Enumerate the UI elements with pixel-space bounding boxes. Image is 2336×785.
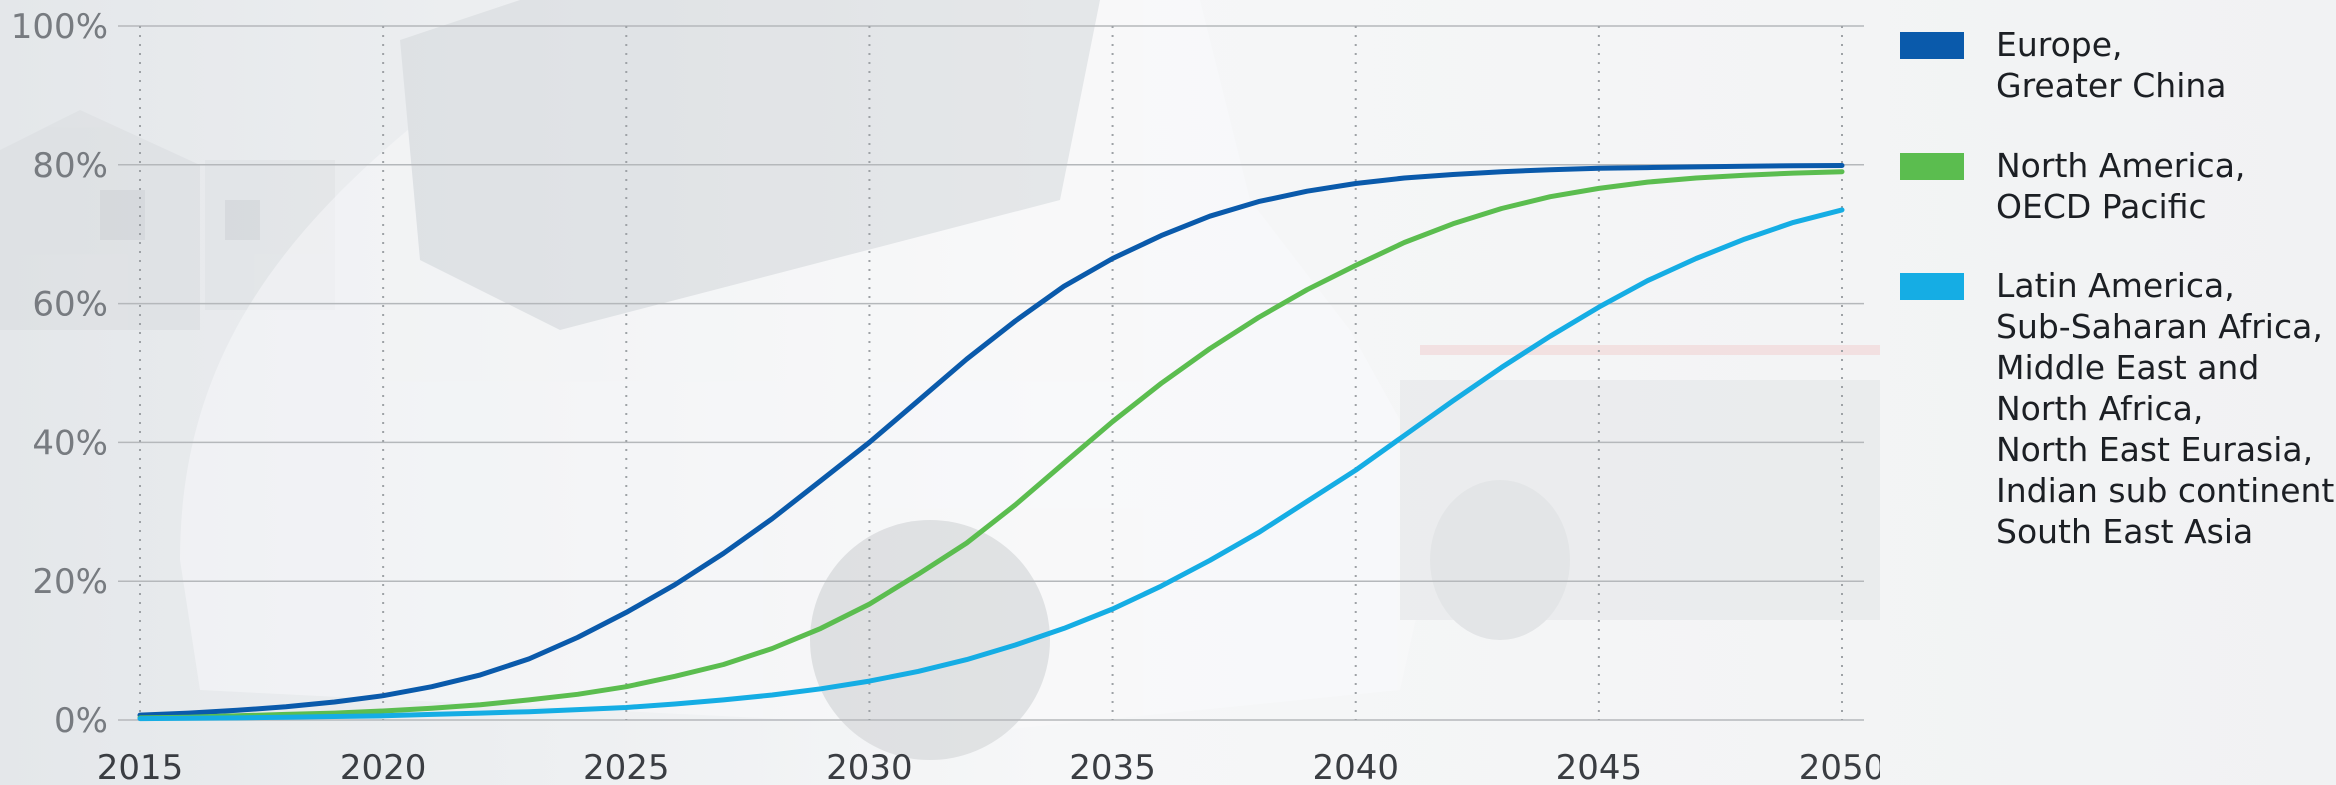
legend-swatch-latin-america <box>1900 273 1964 300</box>
y-axis-tick-labels: 0% 20% 40% 60% 80% 100% <box>11 7 108 741</box>
x-tick-label: 2030 <box>826 748 913 785</box>
y-tick-label: 0% <box>54 701 108 741</box>
x-tick-label: 2025 <box>583 748 670 785</box>
legend-swatch-north-america <box>1900 153 1964 180</box>
x-tick-label: 2040 <box>1312 748 1399 785</box>
series-line-north-america <box>137 169 1845 721</box>
x-tick-label: 2015 <box>97 748 184 785</box>
legend-label-europe: Europe, Greater China <box>1996 25 2227 105</box>
legend-swatch-europe <box>1900 32 1964 59</box>
x-tick-label: 2045 <box>1556 748 1643 785</box>
y-tick-label: 20% <box>32 562 108 602</box>
chart-gridlines <box>118 25 1864 721</box>
chart-series-lines <box>137 163 1845 722</box>
y-tick-label: 60% <box>32 285 108 325</box>
legend-label-north-america: North America, OECD Pacific <box>1996 146 2246 226</box>
y-tick-label: 40% <box>32 423 108 463</box>
chart-legend: Europe, Greater China North America, OEC… <box>1900 0 2336 785</box>
adoption-line-chart: 0%20%40%60%80%100% 2015 2020 2025 2030 2035 2… <box>11 7 1880 785</box>
y-tick-label: 80% <box>32 146 108 186</box>
series-line-europe <box>137 163 1845 718</box>
series-line-latin-america <box>137 207 1845 722</box>
x-tick-label: 2020 <box>340 748 427 785</box>
y-tick-label: 100% <box>11 7 108 47</box>
x-tick-label: 2035 <box>1069 748 1156 785</box>
x-tick-label: 2050 <box>1799 748 1880 785</box>
x-axis-tick-labels: 2015 2020 2025 2030 2035 2040 2045 2050 <box>97 748 1880 785</box>
legend-label-latin-america: Latin America, Sub-Saharan Africa, Middl… <box>1996 266 2336 551</box>
truck-silhouette <box>180 0 1880 760</box>
